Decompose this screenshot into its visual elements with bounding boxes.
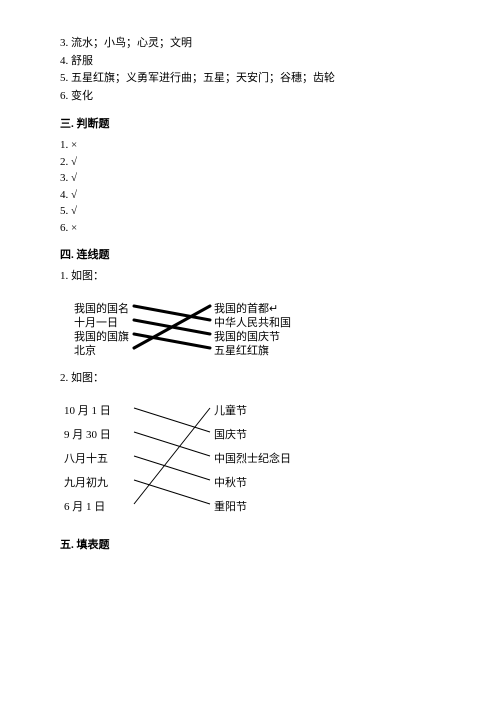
answer-line-5: 5. 五星红旗；义勇军进行曲；五星；天安门；谷穗；齿轮 xyxy=(60,70,440,88)
section-4-title: 四. 连线题 xyxy=(60,246,440,262)
q2-label: 2. 如图： xyxy=(60,370,440,388)
judge-item: 6. × xyxy=(60,220,440,237)
answer-line-4: 4. 舒服 xyxy=(60,53,440,71)
matching-diagram-1: 我国的国名十月一日我国的国旗北京我国的首都↵中华人民共和国我国的国庆节五星红红旗 xyxy=(64,296,440,360)
judge-item: 3. √ xyxy=(60,170,440,187)
judge-item: 5. √ xyxy=(60,203,440,220)
judge-item: 2. √ xyxy=(60,154,440,171)
section-3-title: 三. 判断题 xyxy=(60,115,440,131)
q1-label: 1. 如图： xyxy=(60,268,440,286)
judge-item: 1. × xyxy=(60,137,440,154)
answer-line-3: 3. 流水；小鸟；心灵；文明 xyxy=(60,35,440,53)
answer-line-6: 6. 变化 xyxy=(60,88,440,106)
section-5-title: 五. 填表题 xyxy=(60,536,440,552)
judge-item: 4. √ xyxy=(60,187,440,204)
matching-diagram-2: 10 月 1 日9 月 30 日八月十五九月初九6 月 1 日儿童节国庆节中国烈… xyxy=(64,398,440,522)
